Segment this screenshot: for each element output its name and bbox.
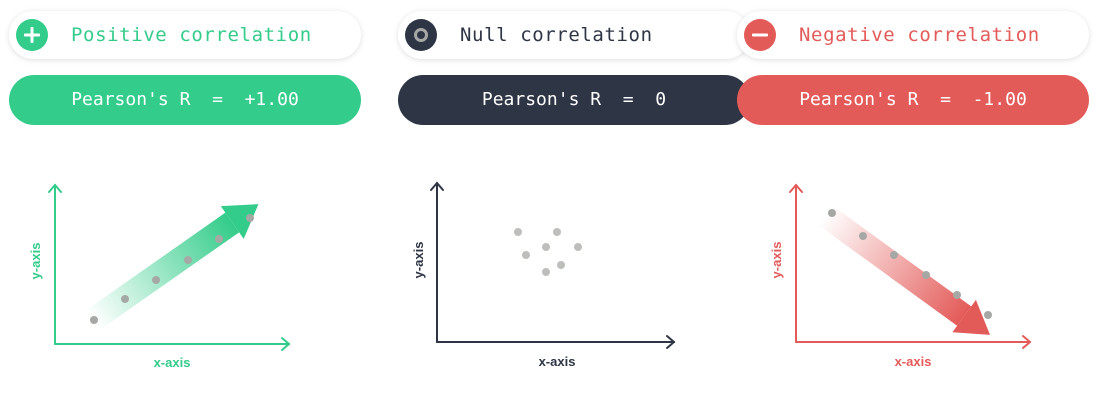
positive-data-point — [215, 235, 223, 243]
negative-data-point — [953, 291, 961, 299]
positive-x-axis-label: x-axis — [154, 355, 191, 370]
negative-scatter-plot: x-axis y-axis — [769, 183, 1032, 369]
null-axes — [430, 181, 676, 349]
positive-title-label: Positive correlation — [71, 24, 312, 46]
ring-circle-icon — [405, 19, 437, 51]
negative-title-label: Negative correlation — [799, 24, 1040, 46]
null-scatter-plot: x-axis y-axis — [411, 181, 676, 369]
positive-data-point — [246, 214, 254, 222]
null-correlation-panel: Null correlation Pearson's R = 0 x-axis … — [398, 0, 750, 402]
positive-trend-arrow — [86, 204, 259, 330]
positive-data-point — [121, 295, 129, 303]
positive-y-axis-label: y-axis — [28, 243, 43, 280]
null-data-point — [557, 261, 565, 269]
null-data-point — [522, 251, 530, 259]
negative-data-point — [828, 209, 836, 217]
negative-title-pill: Negative correlation — [737, 11, 1089, 59]
null-data-point — [542, 243, 550, 251]
null-data-point — [553, 228, 561, 236]
null-title-pill: Null correlation — [398, 11, 750, 59]
negative-trend-arrow — [817, 205, 991, 335]
null-data-point — [514, 228, 522, 236]
positive-correlation-panel: Positive correlation Pearson's R = +1.00 — [9, 0, 361, 402]
positive-title-pill: Positive correlation — [9, 11, 361, 59]
null-y-axis-label: y-axis — [411, 242, 426, 279]
positive-axes — [48, 183, 291, 351]
null-pearson-badge: Pearson's R = 0 — [398, 75, 750, 125]
negative-data-point — [922, 271, 930, 279]
negative-axes — [789, 183, 1032, 349]
positive-scatter-plot: x-axis y-axis — [28, 183, 291, 370]
positive-data-point — [184, 256, 192, 264]
null-data-point — [542, 268, 550, 276]
negative-pearson-badge: Pearson's R = -1.00 — [737, 75, 1089, 125]
positive-data-point — [152, 276, 160, 284]
negative-y-axis-label: y-axis — [769, 242, 784, 279]
minus-circle-icon — [744, 19, 776, 51]
null-title-label: Null correlation — [460, 24, 653, 46]
plus-circle-icon — [16, 19, 48, 51]
negative-x-axis-label: x-axis — [895, 354, 932, 369]
negative-data-point — [890, 251, 898, 259]
null-x-axis-label: x-axis — [539, 354, 576, 369]
null-data-point — [574, 243, 582, 251]
positive-pearson-badge: Pearson's R = +1.00 — [9, 75, 361, 125]
negative-data-point — [984, 311, 992, 319]
negative-correlation-panel: Negative correlation Pearson's R = -1.00 — [737, 0, 1089, 402]
positive-data-point — [90, 316, 98, 324]
negative-data-point — [859, 232, 867, 240]
